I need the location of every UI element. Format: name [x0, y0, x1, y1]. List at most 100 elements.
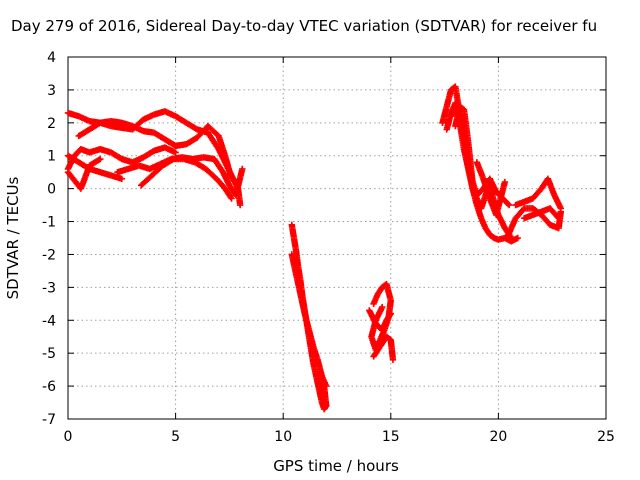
data-point-run	[473, 159, 486, 181]
y-tick-label: -6	[42, 379, 56, 395]
series-6	[137, 155, 235, 202]
data-point-run	[148, 163, 165, 179]
data-point-run	[64, 152, 81, 165]
data-point-run	[493, 196, 504, 219]
data-points	[64, 83, 565, 413]
data-point-run	[383, 333, 393, 343]
data-point-run	[383, 311, 394, 324]
y-tick-label: 0	[47, 182, 56, 198]
data-point	[97, 155, 104, 163]
data-point-run	[486, 231, 497, 241]
series-17	[473, 159, 509, 219]
y-tick-label: -2	[42, 247, 56, 263]
series-19	[512, 175, 565, 212]
data-point-run	[538, 211, 553, 227]
data-point	[239, 165, 246, 173]
data-point-run	[480, 175, 493, 201]
data-point-run	[301, 310, 312, 332]
data-point-run	[317, 368, 328, 390]
data-point	[387, 310, 394, 317]
data-point	[316, 366, 323, 373]
x-axis-label: GPS time / hours	[273, 457, 399, 475]
data-point-run	[321, 384, 330, 410]
data-point-run	[191, 159, 208, 172]
grid-lines	[68, 57, 606, 419]
data-point-run	[211, 155, 226, 174]
data-point-run	[204, 122, 221, 139]
x-tick-label: 15	[382, 429, 400, 445]
data-point-run	[482, 224, 493, 237]
series-16	[452, 103, 476, 186]
data-point-run	[77, 164, 93, 192]
y-axis-label: SDTVAR / TECUs	[4, 176, 22, 299]
data-point-run	[443, 88, 454, 110]
data-point-run	[497, 180, 508, 202]
data-point-run	[86, 156, 103, 169]
data-point-run	[297, 290, 308, 316]
data-point	[228, 195, 235, 202]
data-point-run	[460, 106, 472, 145]
data-point	[557, 205, 565, 212]
data-point	[505, 201, 513, 209]
x-tick-labels: 0 5 10 15 20 25	[64, 429, 615, 445]
y-tick-label: 2	[47, 116, 56, 132]
y-tick-label: 3	[47, 83, 56, 99]
data-point-run	[374, 285, 385, 298]
x-tick-label: 0	[64, 429, 73, 445]
series-4	[64, 155, 104, 192]
x-tick-label: 5	[171, 429, 180, 445]
data-point-run	[544, 175, 557, 197]
data-point-run	[439, 104, 450, 127]
data-point-run	[172, 113, 189, 126]
data-point	[378, 303, 386, 311]
series-8	[288, 251, 330, 390]
y-tick-label: -5	[42, 346, 56, 362]
series-12	[366, 307, 394, 334]
data-point-run	[529, 186, 544, 202]
series-1	[75, 117, 235, 182]
series-11	[370, 333, 397, 363]
data-point-run	[465, 139, 476, 184]
data-point-run	[290, 234, 300, 253]
data-point-run	[150, 129, 167, 142]
y-tick-label: 1	[47, 149, 56, 165]
data-point-run	[202, 165, 219, 181]
series-2	[64, 144, 179, 173]
data-point-run	[305, 326, 317, 349]
y-tick-label: 4	[47, 50, 56, 66]
data-point	[469, 178, 476, 186]
series-9	[314, 366, 330, 410]
plot-frame	[67, 56, 607, 420]
data-point-run	[456, 103, 467, 113]
series-20	[521, 205, 562, 222]
data-point-run	[490, 234, 501, 243]
data-point	[501, 178, 509, 186]
data-point-run	[320, 403, 329, 413]
y-tick-labels: 4 3 2 1 0 -1 -2 -3 -4 -5 -6 -7	[42, 50, 56, 428]
data-point	[389, 356, 397, 363]
x-tick-label: 20	[489, 429, 507, 445]
y-tick-label: -3	[42, 280, 56, 296]
data-point-run	[215, 132, 228, 158]
data-point-run	[204, 129, 221, 151]
data-point-run	[292, 271, 304, 296]
data-point-run	[140, 148, 156, 161]
data-point-run	[213, 175, 228, 191]
data-point-run	[107, 149, 124, 162]
data-point	[172, 149, 179, 156]
data-point-run	[232, 167, 246, 199]
data-point-run	[503, 216, 519, 242]
data-point-run	[452, 104, 463, 130]
x-tick-label: 10	[274, 429, 292, 445]
data-point-run	[75, 127, 92, 140]
data-point-run	[370, 344, 383, 360]
data-point-run	[473, 186, 486, 199]
x-tick-label: 25	[597, 429, 615, 445]
data-point-run	[183, 119, 199, 132]
data-point-run	[86, 120, 103, 133]
y-tick-label: -7	[42, 412, 56, 428]
axis-ticks	[67, 56, 607, 420]
data-point-run	[288, 221, 297, 240]
data-point	[514, 234, 521, 242]
